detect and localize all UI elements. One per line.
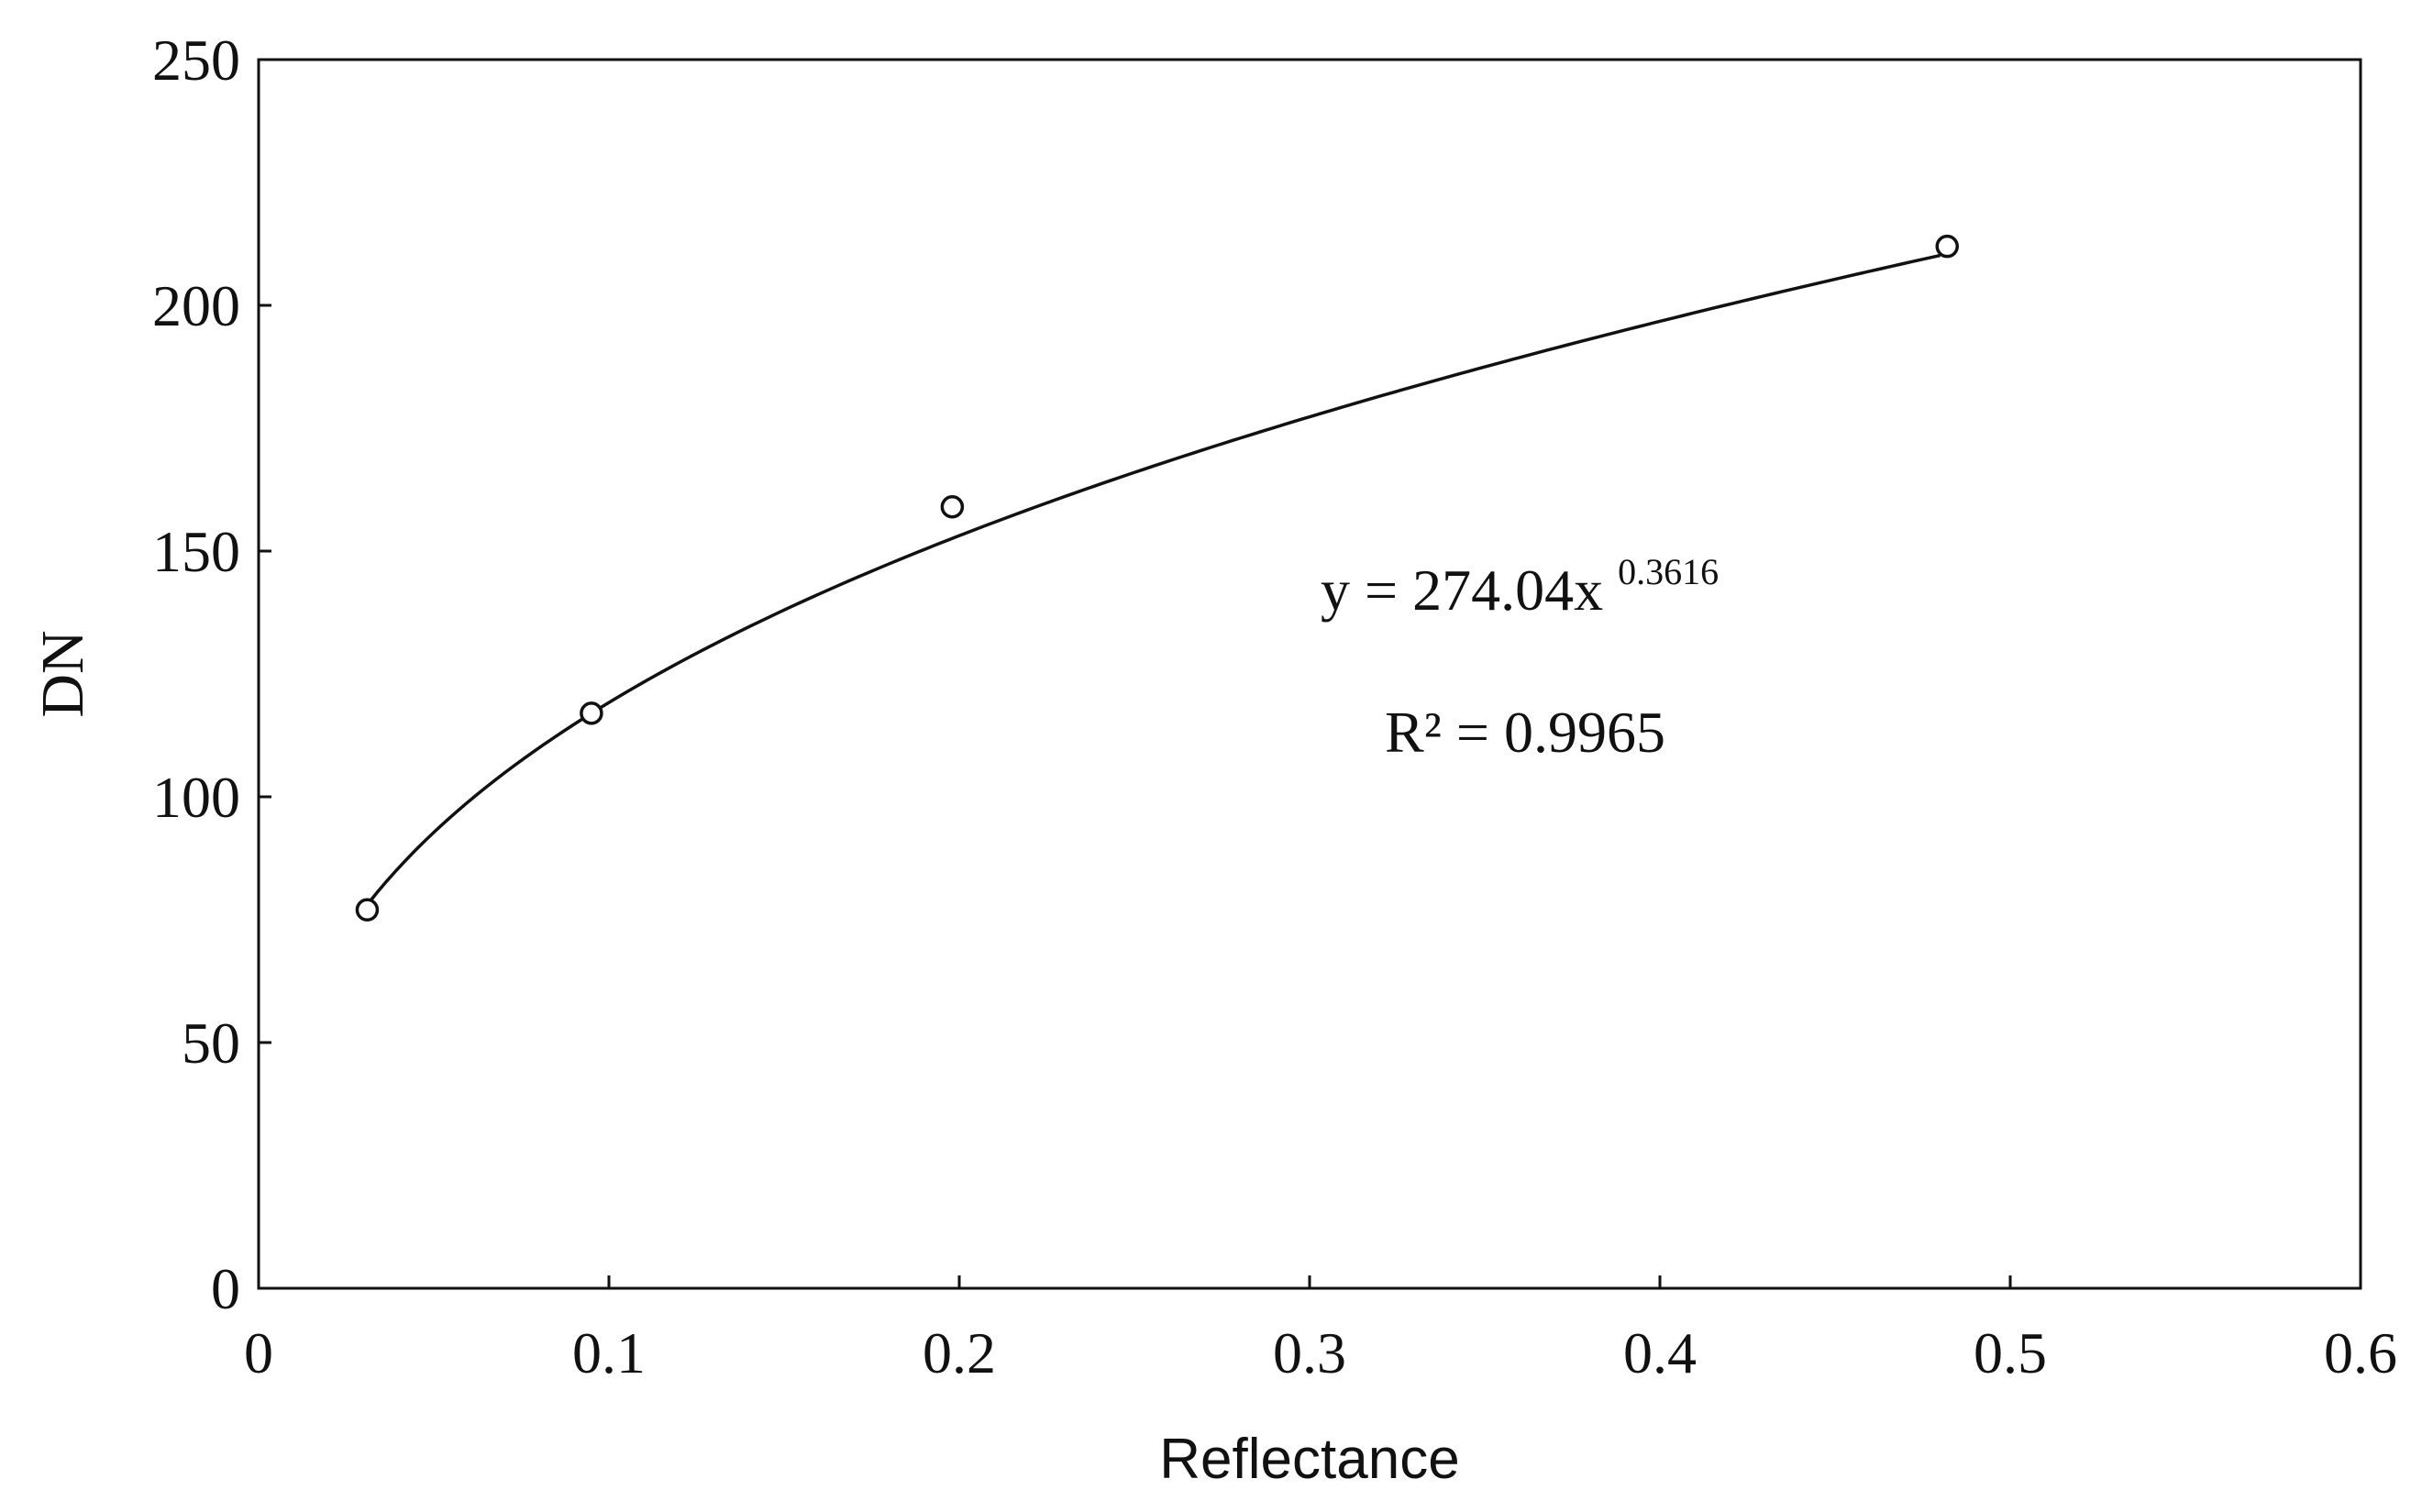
x-tick-label: 0.5 (1974, 1320, 2047, 1385)
data-point-2 (580, 701, 603, 725)
y-tick-label: 250 (152, 28, 240, 93)
equation-main: y = 274.04x (1321, 557, 1603, 623)
r-squared-annotation: R² = 0.9965 (1385, 700, 1665, 765)
x-tick-label: 0 (244, 1320, 273, 1385)
x-tick-label: 0.3 (1273, 1320, 1346, 1385)
x-tick-label: 0.1 (572, 1320, 646, 1385)
data-point-3 (940, 495, 965, 519)
x-tick-label: 0.2 (923, 1320, 996, 1385)
y-tick-label: 50 (182, 1010, 240, 1076)
x-tick-label: 0.6 (2324, 1320, 2397, 1385)
y-axis-ticks: 0 50 100 150 200 250 (152, 28, 271, 1321)
y-tick-label: 0 (211, 1256, 240, 1321)
plot-area-frame (257, 58, 2362, 1290)
x-axis-ticks: 0 0.1 0.2 0.3 0.4 0.5 0.6 (244, 1275, 2397, 1385)
y-axis-title: DN (29, 630, 96, 717)
equation-exponent: 0.3616 (1618, 551, 1719, 592)
y-tick-label: 150 (152, 519, 240, 584)
equation-annotation: y = 274.04x 0.3616 (1321, 551, 1719, 623)
data-points-group (355, 234, 1959, 922)
data-point-4 (1935, 234, 1959, 259)
y-tick-label: 100 (152, 765, 240, 830)
power-trendline (366, 253, 1941, 906)
x-tick-label: 0.4 (1623, 1320, 1697, 1385)
x-axis-title: Reflectance (1159, 1428, 1459, 1491)
data-point-1 (355, 898, 380, 922)
y-tick-label: 200 (152, 273, 240, 338)
trendline-group (366, 253, 1941, 906)
